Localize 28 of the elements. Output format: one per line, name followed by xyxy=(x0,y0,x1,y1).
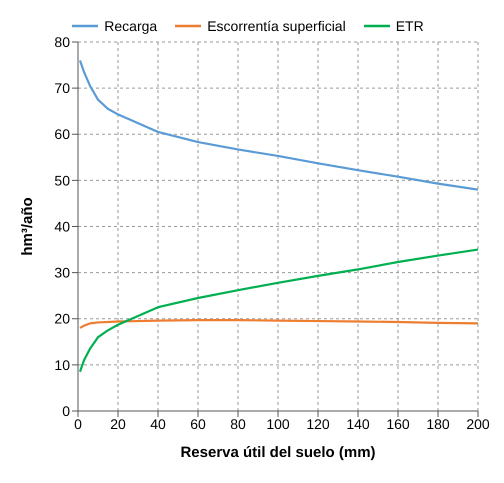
line-series xyxy=(78,319,478,330)
y-tick-label: 20 xyxy=(54,310,70,327)
y-tick-label: 80 xyxy=(54,34,70,50)
x-tick-label: 40 xyxy=(150,416,166,432)
x-tick-label: 60 xyxy=(190,416,206,432)
x-tick-label: 120 xyxy=(306,416,330,432)
y-tick-label: 30 xyxy=(54,264,70,281)
y-tick-label: 10 xyxy=(54,356,70,373)
legend-label: Recarga xyxy=(104,18,158,34)
y-tick-label: 0 xyxy=(62,402,70,419)
x-tick-label: 180 xyxy=(426,416,450,432)
x-tick-label: 140 xyxy=(346,416,370,432)
y-tick-label: 50 xyxy=(54,172,70,188)
line-series xyxy=(78,248,478,373)
x-tick-label: 160 xyxy=(386,416,410,432)
x-tick-label: 0 xyxy=(74,416,82,432)
x-tick-label: 100 xyxy=(266,416,290,432)
legend-label: ETR xyxy=(396,18,424,34)
x-tick-label: 80 xyxy=(230,416,246,432)
line-series xyxy=(78,59,478,191)
legend-label: Escorrentía superficial xyxy=(207,18,346,34)
x-axis-title: Reserva útil del suelo (mm) xyxy=(180,444,376,461)
y-tick-label: 60 xyxy=(54,126,70,142)
x-tick-label: 200 xyxy=(466,416,490,432)
y-tick-label: 70 xyxy=(54,80,70,96)
y-tick-label: 40 xyxy=(54,218,70,234)
y-axis-title: hm³/año xyxy=(19,197,36,256)
x-tick-label: 20 xyxy=(110,416,126,432)
